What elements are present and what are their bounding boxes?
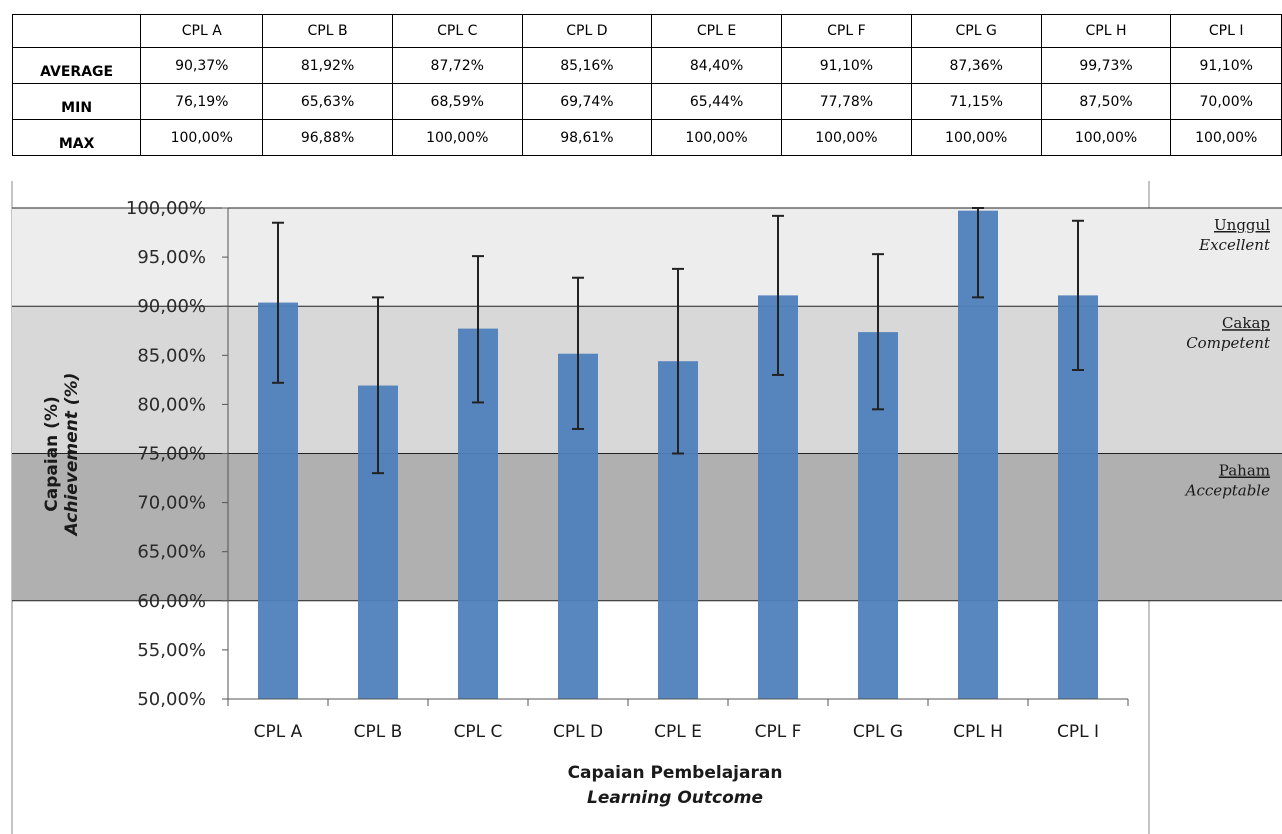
table-header-cell: CPL F [780, 14, 912, 48]
y-tick-label: 75,00% [137, 444, 206, 465]
y-tick-label: 80,00% [137, 394, 206, 415]
table-cell: 98,61% [521, 119, 653, 156]
table-cell: 87,72% [391, 47, 523, 84]
table-header-cell: CPL C [391, 14, 523, 48]
table-cell: 100,00% [140, 119, 264, 156]
y-tick-label: 70,00% [137, 493, 206, 514]
table-row-average: AVERAGE 90,37% 81,92% 87,72% 85,16% 84,4… [11, 47, 1282, 84]
table-cell: 90,37% [140, 47, 264, 84]
summary-table: CPL A CPL B CPL C CPL D CPL E CPL F CPL … [11, 14, 1282, 156]
table-cell: 85,16% [521, 47, 653, 84]
band-label: Unggul [1214, 216, 1270, 234]
table-cell: 100,00% [651, 119, 782, 156]
table-cell: 65,44% [651, 83, 782, 120]
table-cell: 70,00% [1170, 83, 1282, 120]
table-row-max: MAX 100,00% 96,88% 100,00% 98,61% 100,00… [11, 119, 1282, 156]
band-label-en: Excellent [1198, 236, 1271, 254]
y-axis-label: Capaian (%) [42, 396, 62, 511]
table-cell: 69,74% [521, 83, 653, 120]
x-tick-label: CPL G [853, 722, 903, 742]
x-axis-label: Capaian Pembelajaran [568, 763, 783, 783]
x-tick-label: CPL B [354, 722, 403, 742]
table-cell: 96,88% [262, 119, 393, 156]
table-cell: 71,15% [910, 83, 1042, 120]
x-tick-label: CPL H [953, 722, 1003, 742]
band-label: Paham [1219, 462, 1270, 480]
y-tick-label: 55,00% [137, 640, 206, 661]
row-label-average: AVERAGE [11, 47, 142, 84]
table-cell: 100,00% [910, 119, 1042, 156]
y-tick-label: 60,00% [137, 591, 206, 612]
band-label-en: Acceptable [1184, 482, 1270, 500]
x-tick-label: CPL I [1057, 722, 1099, 742]
y-tick-label: 65,00% [137, 542, 206, 563]
y-tick-label: 95,00% [137, 247, 206, 268]
x-tick-label: CPL D [553, 722, 603, 742]
table-cell: 76,19% [140, 83, 264, 120]
y-tick-label: 100,00% [126, 198, 206, 219]
y-axis-label-en: Achievement (%) [62, 373, 82, 538]
x-axis-label-en: Learning Outcome [587, 788, 763, 808]
y-tick-label: 85,00% [137, 345, 206, 366]
row-label-max: MAX [11, 119, 142, 156]
table-cell: 77,78% [780, 83, 912, 120]
table-cell: 100,00% [1170, 119, 1282, 156]
table-cell: 100,00% [391, 119, 523, 156]
table-header-cell: CPL H [1040, 14, 1172, 48]
table-cell: 87,50% [1040, 83, 1172, 120]
y-tick-label: 90,00% [137, 296, 206, 317]
table-cell: 100,00% [1040, 119, 1172, 156]
table-cell: 87,36% [910, 47, 1042, 84]
table-cell: 65,63% [262, 83, 393, 120]
band-label-en: Competent [1186, 334, 1271, 352]
x-tick-label: CPL E [654, 722, 702, 742]
table-cell: 84,40% [651, 47, 782, 84]
y-tick-label: 50,00% [137, 689, 206, 710]
table-header-row: CPL A CPL B CPL C CPL D CPL E CPL F CPL … [11, 14, 1282, 48]
table-cell: 91,10% [1170, 47, 1282, 84]
x-tick-label: CPL A [254, 722, 303, 742]
x-tick-label: CPL C [454, 722, 503, 742]
table-cell: 99,73% [1040, 47, 1172, 84]
x-tick-label: CPL F [755, 722, 802, 742]
band-label: Cakap [1222, 314, 1270, 332]
table-header-cell: CPL I [1170, 14, 1282, 48]
table-cell: 68,59% [391, 83, 523, 120]
